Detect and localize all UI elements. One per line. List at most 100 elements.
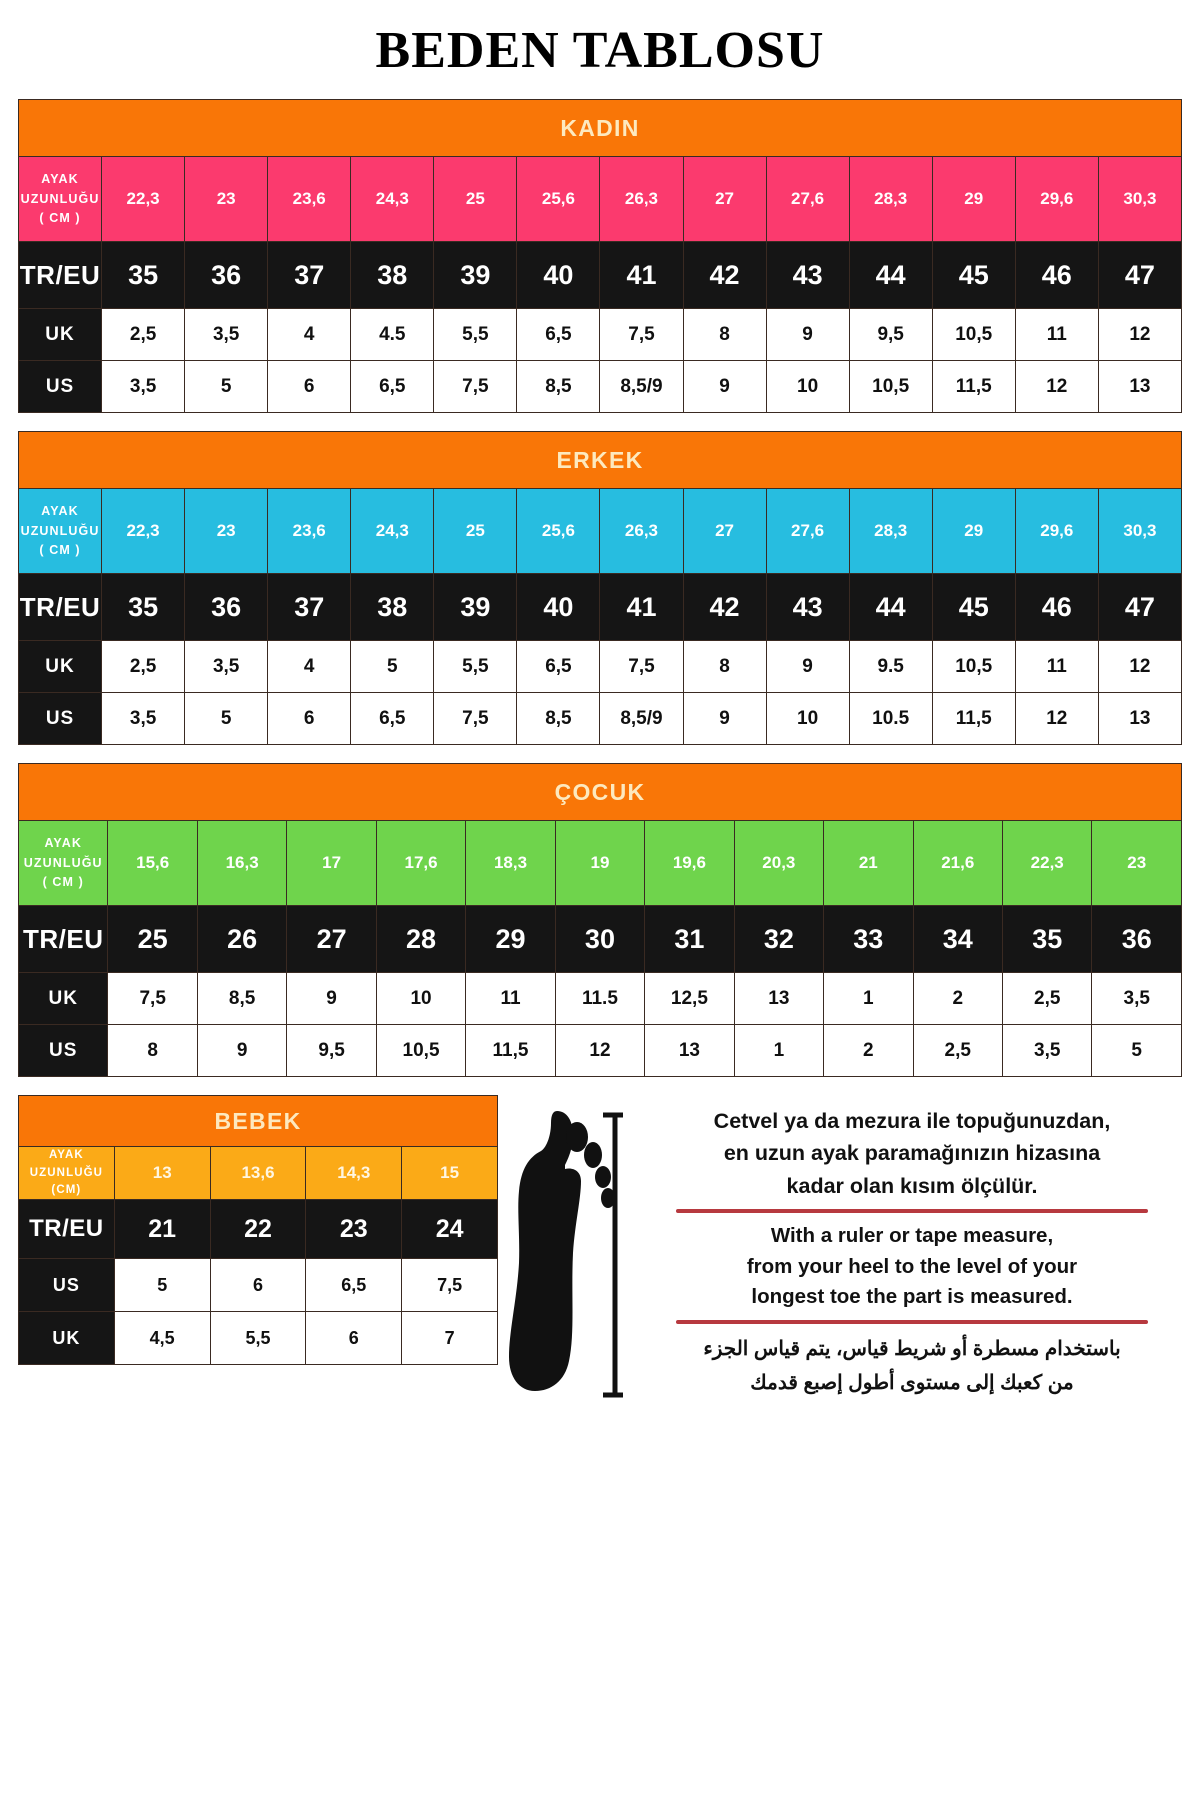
treu-cell: 40 — [516, 573, 601, 642]
us-cell: 1 — [733, 1024, 825, 1078]
bebek-us-cell: 6,5 — [305, 1258, 403, 1313]
foot-length-cell: 17,6 — [375, 820, 467, 907]
treu-cell: 37 — [267, 241, 352, 310]
us-cell: 5 — [184, 360, 269, 414]
us-cell: 10,5 — [848, 360, 933, 414]
us-cell: 6 — [267, 692, 352, 746]
foot-length-label-line1: AYAK — [44, 836, 82, 851]
category-row: KADIN — [18, 99, 1182, 158]
us-cell: 11,5 — [931, 360, 1016, 414]
foot-length-cell: 25 — [433, 488, 518, 575]
foot-length-cell: 29 — [931, 156, 1016, 243]
treu-cell: 35 — [101, 573, 186, 642]
treu-cell: 47 — [1097, 573, 1183, 642]
us-cell: 3,5 — [101, 692, 186, 746]
foot-length-cell: 27 — [682, 156, 767, 243]
us-cell: 12 — [1014, 360, 1099, 414]
treu-cell: 32 — [733, 905, 825, 974]
note-tr-line3: kadar olan kısım ölçülür. — [786, 1173, 1038, 1198]
bebek-table: BEBEK AYAK UZUNLUĞU (CM) 13 13,6 14,3 15… — [18, 1095, 498, 1366]
foot-length-cell: 23 — [184, 488, 269, 575]
treu-cell: 35 — [101, 241, 186, 310]
foot-length-cell: 25,6 — [516, 156, 601, 243]
foot-length-cell: 28,3 — [848, 156, 933, 243]
foot-length-cell: 27,6 — [765, 156, 850, 243]
us-cell: 11,5 — [931, 692, 1016, 746]
us-cell: 7,5 — [433, 360, 518, 414]
treu-cell: 40 — [516, 241, 601, 310]
bebek-treu-row: TR/EU 21 22 23 24 — [18, 1199, 498, 1260]
foot-length-cell: 20,3 — [733, 820, 825, 907]
uk-cell: 6,5 — [516, 640, 601, 694]
foot-length-cell: 19 — [554, 820, 646, 907]
foot-length-cell: 15,6 — [107, 820, 198, 907]
us-cell: 5 — [1091, 1024, 1182, 1078]
us-cell: 11,5 — [465, 1024, 556, 1078]
us-cell: 12 — [1014, 692, 1099, 746]
uk-label: UK — [17, 972, 109, 1026]
note-tr-line2: en uzun ayak paramağınızın hizasına — [723, 1141, 1101, 1166]
foot-length-cell: 23 — [184, 156, 269, 243]
uk-cell: 5 — [350, 640, 435, 694]
uk-cell: 10,5 — [931, 308, 1016, 362]
uk-label: UK — [17, 640, 103, 694]
us-cell: 13 — [1097, 692, 1183, 746]
foot-length-row: AYAK UZUNLUĞU ( CM ) 15,6 16,3 17 17,6 18,3 19 19… — [17, 820, 1182, 907]
foot-length-label-line1: AYAK — [41, 504, 79, 519]
uk-cell: 2,5 — [101, 640, 186, 694]
uk-cell: 8 — [682, 640, 767, 694]
note-ar-line2: من كعبك إلى مستوى أطول إصبع قدمك — [750, 1372, 1074, 1395]
bottom-section: BEBEK AYAK UZUNLUĞU (CM) 13 13,6 14,3 15… — [18, 1095, 1182, 1403]
uk-cell: 9.5 — [848, 640, 933, 694]
treu-cell: 43 — [765, 241, 850, 310]
note-en-line3: longest toe the part is measured. — [751, 1285, 1073, 1309]
foot-length-cell: 18,3 — [465, 820, 556, 907]
treu-cell: 43 — [765, 573, 850, 642]
foot-length-label: AYAK UZUNLUĞU ( CM ) — [17, 488, 103, 575]
category-row: ÇOCUK — [18, 763, 1182, 822]
uk-row: UK 7,5 8,5 9 10 11 11.5 12,5 13 1 2 2,5 3,5 — [17, 972, 1182, 1026]
foot-length-cell: 21,6 — [912, 820, 1003, 907]
treu-cell: 42 — [682, 573, 767, 642]
uk-cell: 9 — [765, 308, 850, 362]
treu-cell: 35 — [1001, 905, 1093, 974]
us-cell: 8,5 — [516, 360, 601, 414]
foot-length-cell: 29,6 — [1014, 156, 1099, 243]
us-cell: 9 — [682, 360, 767, 414]
foot-length-label: AYAK UZUNLUĞU ( CM ) — [17, 156, 103, 243]
uk-cell: 9 — [286, 972, 377, 1026]
note-divider-2 — [676, 1320, 1148, 1325]
bebek-uk-cell: 4,5 — [113, 1311, 211, 1366]
treu-cell: 44 — [848, 241, 933, 310]
note-divider-1 — [676, 1208, 1148, 1213]
treu-cell: 47 — [1097, 241, 1183, 310]
bebek-us-cell: 6 — [209, 1258, 307, 1313]
bebek-category-row: BEBEK — [18, 1095, 498, 1148]
foot-length-cell: 21 — [823, 820, 914, 907]
note-tr-line1: Cetvel ya da mezura ile topuğunuzdan, — [713, 1109, 1111, 1134]
bebek-length-cell: 15 — [401, 1146, 498, 1201]
uk-cell: 7,5 — [599, 308, 684, 362]
foot-length-row: AYAK UZUNLUĞU ( CM ) 22,3 23 23,6 24,3 25 25,6 26… — [17, 488, 1183, 575]
category-title: KADIN — [18, 99, 1182, 158]
us-label: US — [17, 1024, 109, 1078]
us-cell: 3,5 — [101, 360, 186, 414]
treu-cell: 46 — [1014, 573, 1099, 642]
treu-cell: 44 — [848, 573, 933, 642]
uk-cell: 9,5 — [848, 308, 933, 362]
us-cell: 2,5 — [912, 1024, 1003, 1078]
bebek-length-cell: 13,6 — [209, 1146, 307, 1201]
us-cell: 13 — [644, 1024, 735, 1078]
us-label: US — [17, 360, 103, 414]
foot-length-cell: 24,3 — [350, 156, 435, 243]
treu-cell: 25 — [107, 905, 198, 974]
bebek-uk-cell: 7 — [401, 1311, 498, 1366]
uk-row: UK 2,5 3,5 4 4.5 5,5 6,5 7,5 8 9 9,5 10,5 11 12 — [17, 308, 1183, 362]
bebek-length-cell: 14,3 — [305, 1146, 403, 1201]
us-cell: 8,5 — [516, 692, 601, 746]
treu-cell: 36 — [1091, 905, 1182, 974]
size-table-erkek: ERKEK AYAK UZUNLUĞU( CM ) 22,3 23 23,6 24,3 25 2… — [17, 431, 1183, 746]
uk-cell: 5,5 — [433, 308, 518, 362]
treu-cell: 37 — [267, 573, 352, 642]
treu-cell: 41 — [599, 573, 684, 642]
